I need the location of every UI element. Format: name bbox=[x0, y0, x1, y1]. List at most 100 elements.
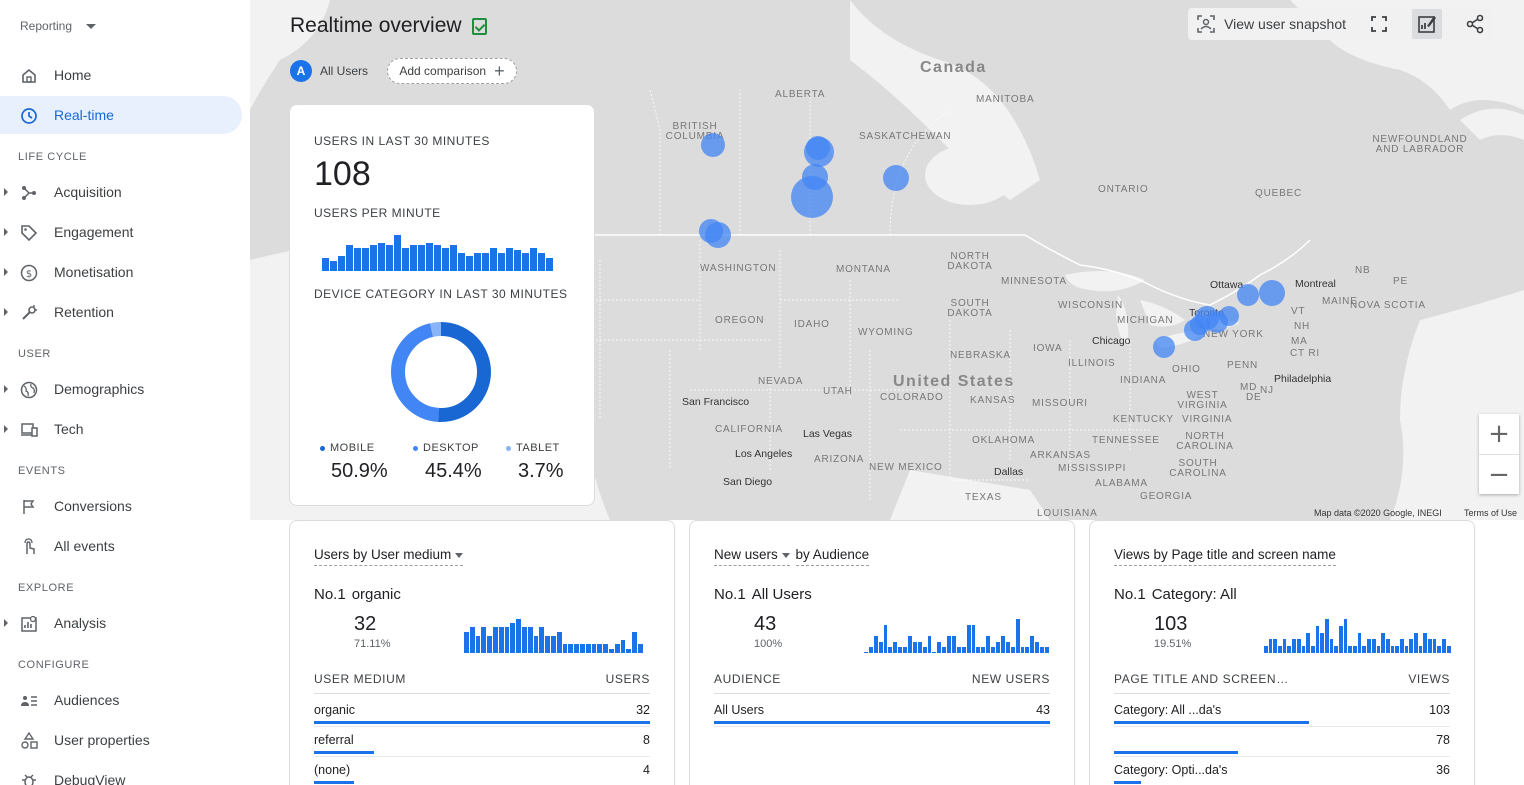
chart-bar[interactable] bbox=[1442, 639, 1446, 653]
chart-bar[interactable] bbox=[917, 642, 922, 653]
chart-bar[interactable] bbox=[966, 625, 971, 653]
card-title[interactable]: Users by User medium bbox=[314, 547, 464, 566]
sidebar-item-retention[interactable]: Retention bbox=[0, 293, 242, 331]
chart-bar[interactable] bbox=[1010, 647, 1015, 653]
chart-bar[interactable] bbox=[1035, 642, 1040, 653]
chart-bar[interactable] bbox=[585, 644, 591, 653]
donut-slice-tablet[interactable] bbox=[391, 322, 491, 422]
sidebar-item-demographics[interactable]: Demographics bbox=[0, 370, 242, 408]
chart-bar[interactable] bbox=[522, 253, 529, 271]
sidebar-item-analysis[interactable]: Analysis bbox=[0, 604, 242, 642]
chart-bar[interactable] bbox=[1005, 642, 1010, 653]
chart-bar[interactable] bbox=[888, 647, 893, 653]
chart-bar[interactable] bbox=[1292, 639, 1296, 653]
chart-bar[interactable] bbox=[516, 619, 521, 653]
chart-bar[interactable] bbox=[579, 644, 585, 653]
chart-bar[interactable] bbox=[527, 627, 533, 653]
chart-bar[interactable] bbox=[952, 636, 956, 653]
chart-bar[interactable] bbox=[1404, 646, 1409, 653]
chart-bar[interactable] bbox=[533, 636, 539, 653]
chart-bar[interactable] bbox=[620, 640, 626, 653]
table-row[interactable]: organic 32 bbox=[314, 697, 650, 727]
metric-selector[interactable]: New users bbox=[714, 547, 790, 566]
chart-bar[interactable] bbox=[1020, 647, 1025, 653]
chart-bar[interactable] bbox=[434, 245, 441, 271]
chart-bar[interactable] bbox=[370, 245, 377, 271]
chart-bar[interactable] bbox=[1315, 626, 1320, 653]
chart-bar[interactable] bbox=[504, 627, 510, 653]
chart-bar[interactable] bbox=[466, 256, 473, 271]
chart-bar[interactable] bbox=[510, 623, 516, 653]
chart-bar[interactable] bbox=[976, 647, 981, 653]
chart-bar[interactable] bbox=[378, 243, 385, 271]
chart-bar[interactable] bbox=[927, 636, 932, 653]
chart-bar[interactable] bbox=[878, 642, 883, 653]
chart-bar[interactable] bbox=[1357, 633, 1362, 653]
map-terms-link[interactable]: Terms of Use bbox=[1464, 508, 1518, 518]
chart-bar[interactable] bbox=[338, 256, 345, 271]
chart-bar[interactable] bbox=[498, 253, 505, 271]
chart-bar[interactable] bbox=[986, 636, 991, 653]
chart-bar[interactable] bbox=[1437, 646, 1442, 653]
chart-bar[interactable] bbox=[937, 642, 942, 653]
expand-arrow-icon[interactable] bbox=[4, 188, 8, 196]
chart-bar[interactable] bbox=[346, 245, 353, 271]
chart-bar[interactable] bbox=[1353, 646, 1357, 653]
chart-bar[interactable] bbox=[1339, 626, 1343, 653]
chart-bar[interactable] bbox=[1414, 633, 1418, 653]
chart-bar[interactable] bbox=[1282, 639, 1287, 653]
chart-bar[interactable] bbox=[1306, 633, 1310, 653]
expand-arrow-icon[interactable] bbox=[4, 228, 8, 236]
chart-bar[interactable] bbox=[614, 644, 620, 653]
chart-bar[interactable] bbox=[1367, 639, 1371, 653]
chart-bar[interactable] bbox=[1399, 639, 1404, 653]
chart-bar[interactable] bbox=[864, 652, 868, 653]
chart-bar[interactable] bbox=[956, 647, 961, 653]
expand-arrow-icon[interactable] bbox=[4, 268, 8, 276]
chart-bar[interactable] bbox=[1371, 639, 1376, 653]
table-row[interactable]: Category: Opti...da's 36 bbox=[1114, 757, 1450, 785]
chart-bar[interactable] bbox=[506, 248, 513, 271]
chart-bar[interactable] bbox=[1348, 646, 1353, 653]
chart-bar[interactable] bbox=[947, 636, 952, 653]
chart-bar[interactable] bbox=[410, 245, 417, 271]
chart-bar[interactable] bbox=[538, 253, 545, 271]
chart-bar[interactable] bbox=[893, 642, 898, 653]
expand-arrow-icon[interactable] bbox=[4, 619, 8, 627]
chart-bar[interactable] bbox=[402, 248, 409, 271]
chart-bar[interactable] bbox=[1015, 619, 1020, 653]
chart-bar[interactable] bbox=[521, 627, 527, 653]
sidebar-item-home[interactable]: Home bbox=[0, 56, 242, 94]
chart-bar[interactable] bbox=[903, 647, 908, 653]
sidebar-item-acquisition[interactable]: Acquisition bbox=[0, 173, 242, 211]
chart-bar[interactable] bbox=[912, 642, 917, 653]
chart-bar[interactable] bbox=[426, 243, 433, 271]
chart-bar[interactable] bbox=[1381, 633, 1385, 653]
chart-bar[interactable] bbox=[591, 644, 597, 653]
chart-bar[interactable] bbox=[996, 642, 1000, 653]
chart-bar[interactable] bbox=[971, 625, 976, 653]
card-title[interactable]: Views by Page title and screen name bbox=[1114, 547, 1336, 566]
chart-bar[interactable] bbox=[386, 245, 393, 271]
donut-slice-desktop[interactable] bbox=[391, 322, 491, 422]
chart-bar[interactable] bbox=[1376, 646, 1381, 653]
sidebar-item-all-events[interactable]: All events bbox=[0, 527, 242, 565]
sidebar-item-conversions[interactable]: Conversions bbox=[0, 487, 242, 525]
chart-bar[interactable] bbox=[1000, 636, 1005, 653]
chart-bar[interactable] bbox=[1343, 619, 1348, 653]
sidebar-item-monetisation[interactable]: $ Monetisation bbox=[0, 253, 242, 291]
chart-bar[interactable] bbox=[450, 245, 457, 271]
sidebar-item-debugview[interactable]: DebugView bbox=[0, 761, 242, 785]
chart-bar[interactable] bbox=[1423, 633, 1428, 653]
table-row[interactable]: (none) 4 bbox=[314, 757, 650, 785]
add-comparison-button[interactable]: Add comparison + bbox=[387, 58, 517, 84]
customize-report-button[interactable] bbox=[1412, 9, 1442, 39]
chart-bar[interactable] bbox=[322, 258, 329, 271]
sidebar-item-audiences[interactable]: Audiences bbox=[0, 681, 242, 719]
chart-bar[interactable] bbox=[883, 625, 888, 653]
view-user-snapshot-button[interactable]: View user snapshot bbox=[1196, 14, 1346, 34]
chart-bar[interactable] bbox=[481, 627, 487, 653]
chart-bar[interactable] bbox=[1395, 646, 1399, 653]
chart-bar[interactable] bbox=[868, 647, 873, 653]
chart-bar[interactable] bbox=[1296, 639, 1301, 653]
